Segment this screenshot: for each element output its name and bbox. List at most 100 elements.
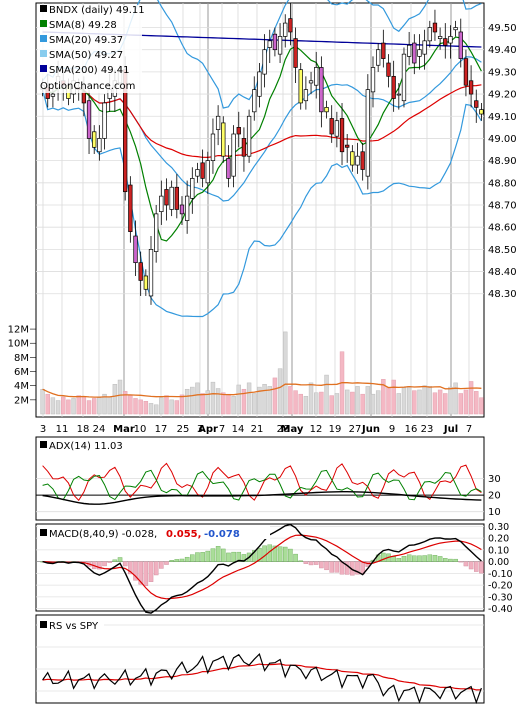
candle-body: [159, 195, 164, 212]
candle-body: [241, 138, 247, 157]
volume-average-line: [42, 381, 482, 398]
rs-panel-frame: [35, 614, 485, 704]
legend-swatch-sma20: [40, 35, 47, 42]
macd-y-tick-label: -0.10: [488, 569, 513, 580]
candle-body: [345, 144, 350, 148]
macd-y-tick-label: -0.20: [488, 581, 513, 592]
x-tick-label: 21: [251, 424, 264, 435]
volume-bar: [40, 388, 45, 415]
candle-body: [97, 138, 102, 153]
volume-bar: [257, 386, 262, 415]
volume-bar: [174, 400, 180, 415]
macd-histogram-bar: [159, 561, 164, 569]
candle-body: [458, 31, 463, 59]
volume-bar: [81, 396, 87, 415]
volume-bar: [432, 392, 438, 415]
volume-bar: [370, 393, 376, 415]
volume-bar: [97, 397, 102, 415]
volume-bar: [386, 386, 391, 415]
volume-bar: [468, 381, 474, 415]
macd-y-tick-label: 0.20: [488, 534, 509, 545]
candle-body: [169, 186, 174, 210]
volume-bar: [360, 393, 365, 415]
volume-bar: [112, 384, 118, 415]
volume-bar: [474, 391, 479, 415]
x-tick-label: 27: [349, 424, 362, 435]
macd-histogram-bar: [319, 561, 324, 569]
volume-bar: [143, 401, 149, 415]
candle-body: [210, 133, 216, 161]
macd-histogram-bar: [417, 555, 422, 562]
adx-y-tick-label: 10: [488, 507, 501, 518]
x-tick-label: 10: [134, 424, 147, 435]
volume-bar: [221, 392, 226, 415]
volume-bar: [479, 397, 484, 415]
volume-bar: [313, 392, 319, 415]
candle-body: [334, 120, 340, 137]
volume-bar: [401, 387, 407, 415]
volume-bar: [365, 386, 371, 415]
candle-body: [179, 204, 185, 215]
volume-bar: [164, 395, 169, 415]
volume-bar: [272, 377, 278, 415]
macd-histogram-bar: [308, 561, 314, 566]
volume-bar: [246, 382, 252, 415]
volume-bar: [179, 394, 185, 415]
volume-bar: [76, 395, 81, 415]
candle-body: [133, 235, 138, 264]
candle-body: [396, 93, 401, 96]
candle-body: [215, 115, 221, 130]
volume-y-tick-label: 2M: [14, 395, 29, 406]
macd-histogram-bar: [432, 555, 438, 562]
legend-label-price: BNDX (daily) 49.11: [49, 5, 145, 16]
macd-histogram-bar: [298, 560, 303, 562]
macd-y-tick-label: -0.40: [488, 604, 513, 615]
x-tick-label: May: [281, 424, 304, 435]
macd-title: MACD(8,40,9) -0.028,: [49, 529, 157, 540]
candle-body: [257, 71, 262, 97]
candle-body: [448, 36, 453, 44]
volume-bar: [184, 388, 190, 415]
candle-body: [427, 27, 432, 42]
macd-histogram-bar: [221, 548, 226, 562]
candle-body: [102, 102, 107, 139]
volume-bar: [226, 393, 231, 415]
candle-body: [205, 160, 210, 184]
candle-body: [267, 40, 272, 48]
legend-label-sma50: SMA(50) 49.27: [49, 50, 123, 61]
macd-histogram-bar: [406, 554, 412, 562]
volume-bar: [50, 397, 56, 415]
volume-bar: [267, 386, 272, 415]
candle-body: [453, 27, 458, 31]
candle-body: [303, 89, 309, 102]
volume-bar: [422, 385, 427, 415]
macd-histogram-bar: [164, 561, 169, 565]
candle-body: [184, 195, 190, 221]
macd-histogram-bar: [195, 552, 200, 562]
volume-bar: [375, 390, 381, 415]
adx-title-background: [38, 439, 124, 452]
macd-histogram-bar: [479, 561, 484, 574]
macd-hist-value: -0.078: [204, 529, 240, 540]
volume-bar: [153, 404, 159, 415]
macd-histogram-bar: [117, 557, 123, 562]
x-tick-label: 3: [40, 424, 46, 435]
macd-histogram-bar: [251, 550, 257, 562]
macd-y-tick-label: 0.30: [488, 522, 509, 533]
volume-y-tick-label: 4M: [14, 381, 29, 392]
adx-minus-di-line: [42, 462, 482, 502]
x-tick-label: 14: [232, 424, 245, 435]
rs-panel: RS vs SPY: [35, 614, 485, 705]
volume-bar: [344, 389, 350, 415]
macd-y-tick-label: 0.10: [488, 545, 509, 556]
candle-body: [283, 22, 288, 37]
macd-histogram-bar: [282, 546, 288, 562]
macd-histogram-bar: [468, 561, 474, 570]
candle-body: [381, 42, 386, 59]
candle-body: [262, 49, 267, 75]
candle-body: [401, 53, 407, 102]
macd-histogram-bar: [427, 554, 433, 562]
volume-bar: [252, 393, 257, 415]
macd-title-background: [38, 526, 270, 539]
